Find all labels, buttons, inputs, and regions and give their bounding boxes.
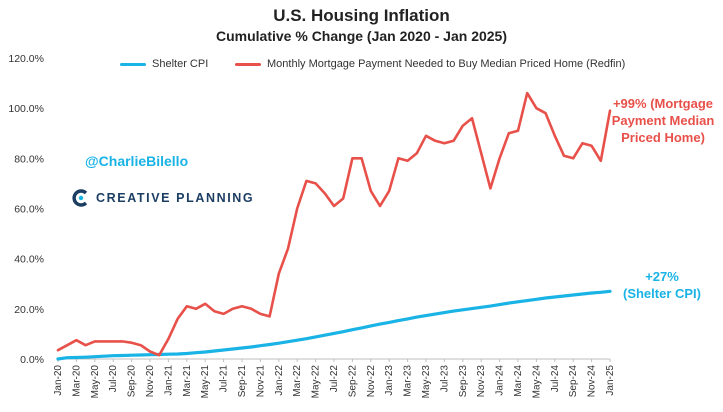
y-tick-label: 60.0%: [14, 204, 44, 216]
legend-item-shelter: Shelter CPI: [120, 58, 208, 70]
x-tick-label: Jan-20: [53, 365, 64, 396]
legend-swatch-mortgage: [235, 62, 261, 66]
x-tick-label: Nov-23: [476, 365, 487, 398]
legend-label-shelter: Shelter CPI: [152, 58, 209, 70]
twitter-handle: @CharlieBilello: [85, 153, 189, 169]
x-tick-label: Mar-23: [403, 365, 414, 397]
creative-planning-logo: CREATIVE PLANNING: [72, 189, 254, 207]
x-tick-label: Jul-24: [550, 365, 561, 393]
y-tick-label: 100.0%: [8, 103, 44, 115]
x-tick-label: Jul-23: [439, 365, 450, 393]
x-tick-label: Nov-20: [145, 365, 156, 398]
logo-text: CREATIVE PLANNING: [96, 191, 255, 205]
y-tick-label: 0.0%: [20, 354, 44, 366]
x-tick-label: Mar-22: [292, 365, 303, 397]
x-tick-label: Sep-23: [458, 365, 469, 398]
x-tick-label: Sep-24: [568, 365, 579, 398]
x-tick-label: Mar-21: [182, 365, 193, 397]
legend-item-mortgage: Monthly Mortgage Payment Needed to Buy M…: [235, 58, 625, 70]
x-tick-label: May-22: [311, 365, 322, 399]
annotation-mortgage-line: Priced Home): [621, 130, 705, 145]
chart-subtitle: Cumulative % Change (Jan 2020 - Jan 2025…: [216, 28, 507, 44]
x-tick-label: Sep-22: [347, 365, 358, 398]
x-tick-label: Jan-21: [163, 365, 174, 396]
x-tick-label: Jul-20: [108, 365, 119, 393]
x-tick-label: Mar-24: [513, 365, 524, 397]
x-tick-label: May-21: [200, 365, 211, 399]
x-tick-label: May-20: [90, 365, 101, 399]
x-tick-label: Nov-21: [255, 365, 266, 398]
x-tick-label: May-23: [421, 365, 432, 399]
x-tick-label: Nov-24: [587, 365, 598, 398]
creative-planning-c-icon: [72, 189, 88, 207]
x-tick-label: Nov-22: [366, 365, 377, 398]
chart-title: U.S. Housing Inflation: [273, 6, 450, 25]
x-tick-label: Jul-21: [219, 365, 230, 393]
x-tick-label: Sep-21: [237, 365, 248, 398]
annotation-mortgage: +99% (Mortgage Payment Median Priced Hom…: [606, 95, 720, 146]
legend-swatch-shelter: [120, 62, 146, 66]
annotation-shelter-line: +27%: [645, 269, 679, 284]
x-tick-label: Jul-22: [329, 365, 340, 393]
x-tick-label: Sep-20: [127, 365, 138, 398]
series-line-mortgage: [56, 91, 612, 357]
x-tick-label: Jan-22: [274, 365, 285, 396]
y-tick-label: 120.0%: [8, 53, 44, 65]
y-tick-label: 80.0%: [14, 153, 44, 165]
x-tick-label: Jan-24: [495, 365, 506, 396]
y-tick-label: 40.0%: [14, 254, 44, 266]
annotation-shelter: +27% (Shelter CPI): [610, 268, 714, 302]
series-line-shelter: [56, 289, 612, 361]
x-tick-label: Jan-25: [605, 365, 616, 396]
x-tick-label: May-24: [531, 365, 542, 399]
annotation-shelter-line: (Shelter CPI): [622, 286, 701, 301]
y-tick-label: 20.0%: [14, 304, 44, 316]
x-tick-label: Jan-23: [384, 365, 395, 396]
x-tick-label: Mar-20: [71, 365, 82, 397]
legend-label-mortgage: Monthly Mortgage Payment Needed to Buy M…: [267, 58, 626, 70]
annotation-mortgage-line: +99% (Mortgage: [612, 96, 714, 111]
annotation-mortgage-line: Payment Median: [611, 113, 715, 128]
